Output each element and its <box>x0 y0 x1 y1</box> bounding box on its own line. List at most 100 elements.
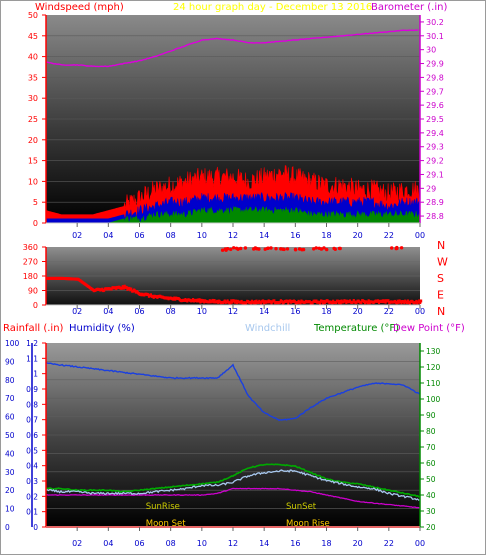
direction-high-point <box>266 246 270 250</box>
wind-x-tick-label: 14 <box>259 231 269 240</box>
windspeed-tick-label: 35 <box>28 73 38 82</box>
barometer-tick-label: 30.2 <box>426 18 444 27</box>
direction-point <box>278 300 281 304</box>
barometer-tick-label: 29.9 <box>426 60 444 69</box>
direction-high-point <box>254 246 258 251</box>
direction-point <box>254 301 257 305</box>
direction-tick-label: 270 <box>23 258 38 267</box>
climate-x-tick-label: 22 <box>384 539 394 548</box>
temperature-tick-label: 90 <box>426 411 436 420</box>
barometer-tick-label: 29.8 <box>426 73 444 82</box>
windchill-series <box>45 469 421 501</box>
temperature-tick-label: 70 <box>426 443 436 452</box>
direction-point <box>287 301 290 305</box>
temperature-tick-label: 110 <box>426 379 441 388</box>
direction-high-point <box>317 246 321 250</box>
wind-x-tick-label: 04 <box>103 231 113 240</box>
direction-high-point <box>293 248 298 252</box>
direction-x-tick-label: 08 <box>166 307 176 316</box>
direction-high-point <box>314 246 318 250</box>
direction-point <box>387 299 390 303</box>
temperature-tick-label: 50 <box>426 475 436 484</box>
compass-label: W <box>437 256 448 269</box>
wind-x-tick-label: 06 <box>134 231 144 240</box>
wind-x-tick-label: 18 <box>321 231 331 240</box>
humidity-tick-label: 40 <box>5 449 15 458</box>
direction-point <box>229 301 232 305</box>
humidity-tick-label: 70 <box>5 394 15 403</box>
direction-high-point <box>337 246 342 251</box>
direction-point <box>418 299 421 303</box>
wind-x-tick-label: 20 <box>353 231 363 240</box>
direction-point <box>395 301 398 305</box>
humidity-axis-title: Humidity (%) <box>69 323 135 334</box>
direction-point <box>125 285 128 289</box>
temperature-tick-label: 30 <box>426 507 436 516</box>
temperature-series <box>45 463 421 498</box>
climate-x-tick-label: 18 <box>321 539 331 548</box>
direction-x-tick-label: 12 <box>228 307 238 316</box>
windspeed-tick-label: 40 <box>28 53 38 62</box>
wind-series-group <box>45 29 421 224</box>
barometer-tick-label: 29.7 <box>426 87 444 96</box>
temperature-tick-label: 40 <box>426 491 436 500</box>
windspeed-tick-label: 5 <box>33 198 38 207</box>
direction-point <box>419 301 422 305</box>
direction-x-tick-label: 10 <box>197 307 207 316</box>
direction-x-tick-label: 04 <box>103 307 113 316</box>
humidity-tick-label: 80 <box>5 376 15 385</box>
windspeed-tick-label: 10 <box>28 177 38 186</box>
direction-high-point <box>234 246 239 250</box>
barometer-tick-label: 28.9 <box>426 198 444 207</box>
climate-x-tick-label: 06 <box>134 539 144 548</box>
barometer-tick-label: 29.3 <box>426 143 444 152</box>
humidity-tick-label: 30 <box>5 468 15 477</box>
climate-x-tick-label: 04 <box>103 539 113 548</box>
direction-x-tick-label: 14 <box>259 307 269 316</box>
direction-x-tick-label: 20 <box>353 307 363 316</box>
windspeed-tick-label: 25 <box>28 115 38 124</box>
windspeed-tick-label: 45 <box>28 32 38 41</box>
direction-high-point <box>274 247 278 251</box>
direction-x-tick-label: 16 <box>290 307 300 316</box>
axes-group: 0510152025303540455028.828.92929.129.229… <box>5 11 448 548</box>
direction-x-tick-label: 02 <box>72 307 82 316</box>
direction-point <box>122 286 125 290</box>
direction-tick-label: 180 <box>23 272 38 281</box>
direction-high-point <box>220 248 225 252</box>
direction-high-point <box>285 247 290 251</box>
rainfall-tick-label: 0 <box>33 523 38 532</box>
windspeed-tick-label: 20 <box>28 136 38 145</box>
barometer-tick-label: 29.4 <box>426 129 444 138</box>
direction-point <box>147 293 150 297</box>
climate-x-tick-label: 14 <box>259 539 269 548</box>
windspeed-tick-label: 0 <box>33 219 38 228</box>
direction-point <box>249 301 252 305</box>
humidity-tick-label: 100 <box>5 339 20 348</box>
direction-point <box>260 301 263 305</box>
direction-point <box>319 301 322 305</box>
barometer-tick-label: 29 <box>426 184 436 193</box>
humidity-tick-label: 20 <box>5 486 15 495</box>
climate-x-tick-label: 00 <box>415 539 425 548</box>
temperature-tick-label: 60 <box>426 459 436 468</box>
direction-point <box>130 287 133 291</box>
direction-point <box>367 299 370 303</box>
direction-point <box>311 301 314 305</box>
wind-x-tick-label: 22 <box>384 231 394 240</box>
barometer-axis-title: Barometer (.in) <box>371 2 447 13</box>
rainfall-tick-label: 1 <box>33 370 38 379</box>
direction-point <box>198 298 201 302</box>
temperature-tick-label: 130 <box>426 347 441 356</box>
temperature-tick-label: 100 <box>426 395 441 404</box>
direction-point <box>331 301 334 305</box>
direction-high-point <box>390 246 394 250</box>
direction-point <box>262 299 265 303</box>
direction-high-point <box>239 246 243 251</box>
direction-tick-label: 360 <box>23 243 38 252</box>
direction-point <box>377 299 380 303</box>
barometer-tick-label: 29.5 <box>426 115 444 124</box>
humidity-series <box>45 362 421 422</box>
direction-point <box>351 300 354 304</box>
